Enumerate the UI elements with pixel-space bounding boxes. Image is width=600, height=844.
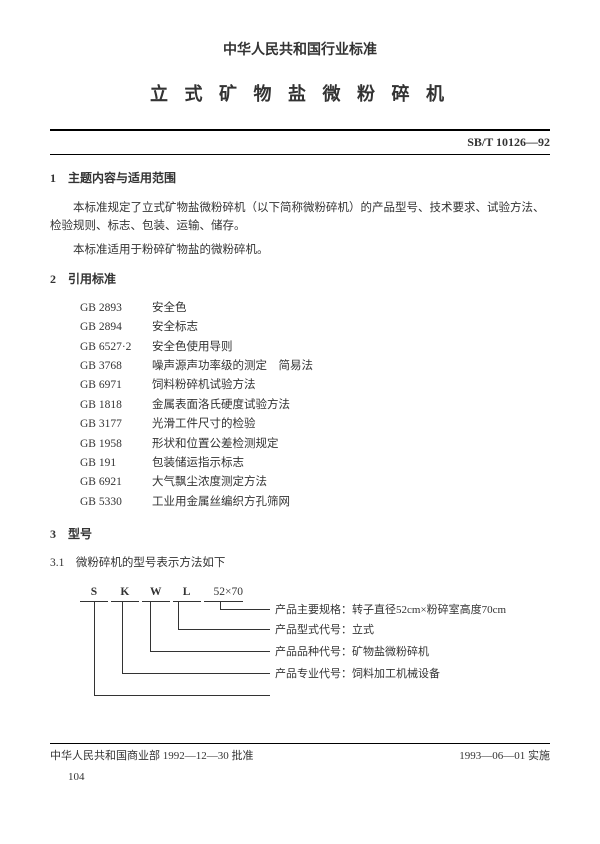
list-item: GB 2893安全色	[80, 299, 550, 317]
page-footer: 中华人民共和国商业部 1992—12—30 批准 1993—06—01 实施	[50, 743, 550, 766]
model-desc-4: 产品专业代号：饲料加工机械设备	[275, 666, 440, 684]
section1-para1: 本标准规定了立式矿物盐微粉碎机（以下简称微粉碎机）的产品型号、技术要求、试验方法…	[50, 199, 550, 236]
section3-1-heading: 3.1 微粉碎机的型号表示方法如下	[50, 554, 550, 572]
list-item: GB 3768噪声源声功率级的测定 简易法	[80, 357, 550, 375]
model-letter-s: S	[80, 583, 108, 602]
diagram-hline	[150, 651, 270, 652]
list-item: GB 1818金属表面洛氏硬度试验方法	[80, 396, 550, 414]
diagram-hline	[94, 695, 270, 696]
model-letter-w: W	[142, 583, 170, 602]
diagram-vline	[220, 601, 221, 609]
footer-approval: 中华人民共和国商业部 1992—12—30 批准	[50, 748, 254, 766]
model-desc-3: 产品品种代号：矿物盐微粉碎机	[275, 644, 429, 662]
cited-standards-list: GB 2893安全色 GB 2894安全标志 GB 6527·2安全色使用导则 …	[80, 299, 550, 511]
list-item: GB 6971饲料粉碎机试验方法	[80, 376, 550, 394]
section3-heading: 3 型号	[50, 525, 550, 544]
diagram-vline	[122, 601, 123, 673]
list-item: GB 6921大气飘尘浓度测定方法	[80, 473, 550, 491]
header-standard-label: 中华人民共和国行业标准	[50, 40, 550, 62]
list-item: GB 191包装储运指示标志	[80, 454, 550, 472]
diagram-hline	[178, 629, 270, 630]
model-letters-row: S K W L 52×70	[80, 583, 243, 602]
diagram-vline	[178, 601, 179, 629]
page-number: 104	[68, 769, 550, 787]
diagram-vline	[150, 601, 151, 651]
model-desc-1: 产品主要规格：转子直径52cm×粉碎室高度70cm	[275, 602, 506, 620]
model-designation-diagram: S K W L 52×70 产品主要规格：转子直径52cm×粉碎室高度70cm …	[80, 583, 550, 713]
list-item: GB 2894安全标志	[80, 318, 550, 336]
diagram-vline	[94, 601, 95, 695]
standard-code-bar: SB/T 10126—92	[50, 129, 550, 155]
section1-para2: 本标准适用于粉碎矿物盐的微粉碎机。	[50, 241, 550, 259]
list-item: GB 6527·2安全色使用导则	[80, 338, 550, 356]
section1-heading: 1 主题内容与适用范围	[50, 169, 550, 188]
list-item: GB 5330工业用金属丝编织方孔筛网	[80, 493, 550, 511]
standard-code: SB/T 10126—92	[50, 133, 550, 152]
model-desc-2: 产品型式代号：立式	[275, 622, 374, 640]
model-spec: 52×70	[204, 583, 244, 602]
list-item: GB 1958形状和位置公差检测规定	[80, 435, 550, 453]
diagram-hline	[220, 609, 270, 610]
list-item: GB 3177光滑工件尺寸的检验	[80, 415, 550, 433]
document-title: 立 式 矿 物 盐 微 粉 碎 机	[50, 80, 550, 109]
diagram-hline	[122, 673, 270, 674]
section2-heading: 2 引用标准	[50, 270, 550, 289]
footer-implementation: 1993—06—01 实施	[459, 748, 550, 766]
model-letter-k: K	[111, 583, 139, 602]
model-letter-l: L	[173, 583, 201, 602]
